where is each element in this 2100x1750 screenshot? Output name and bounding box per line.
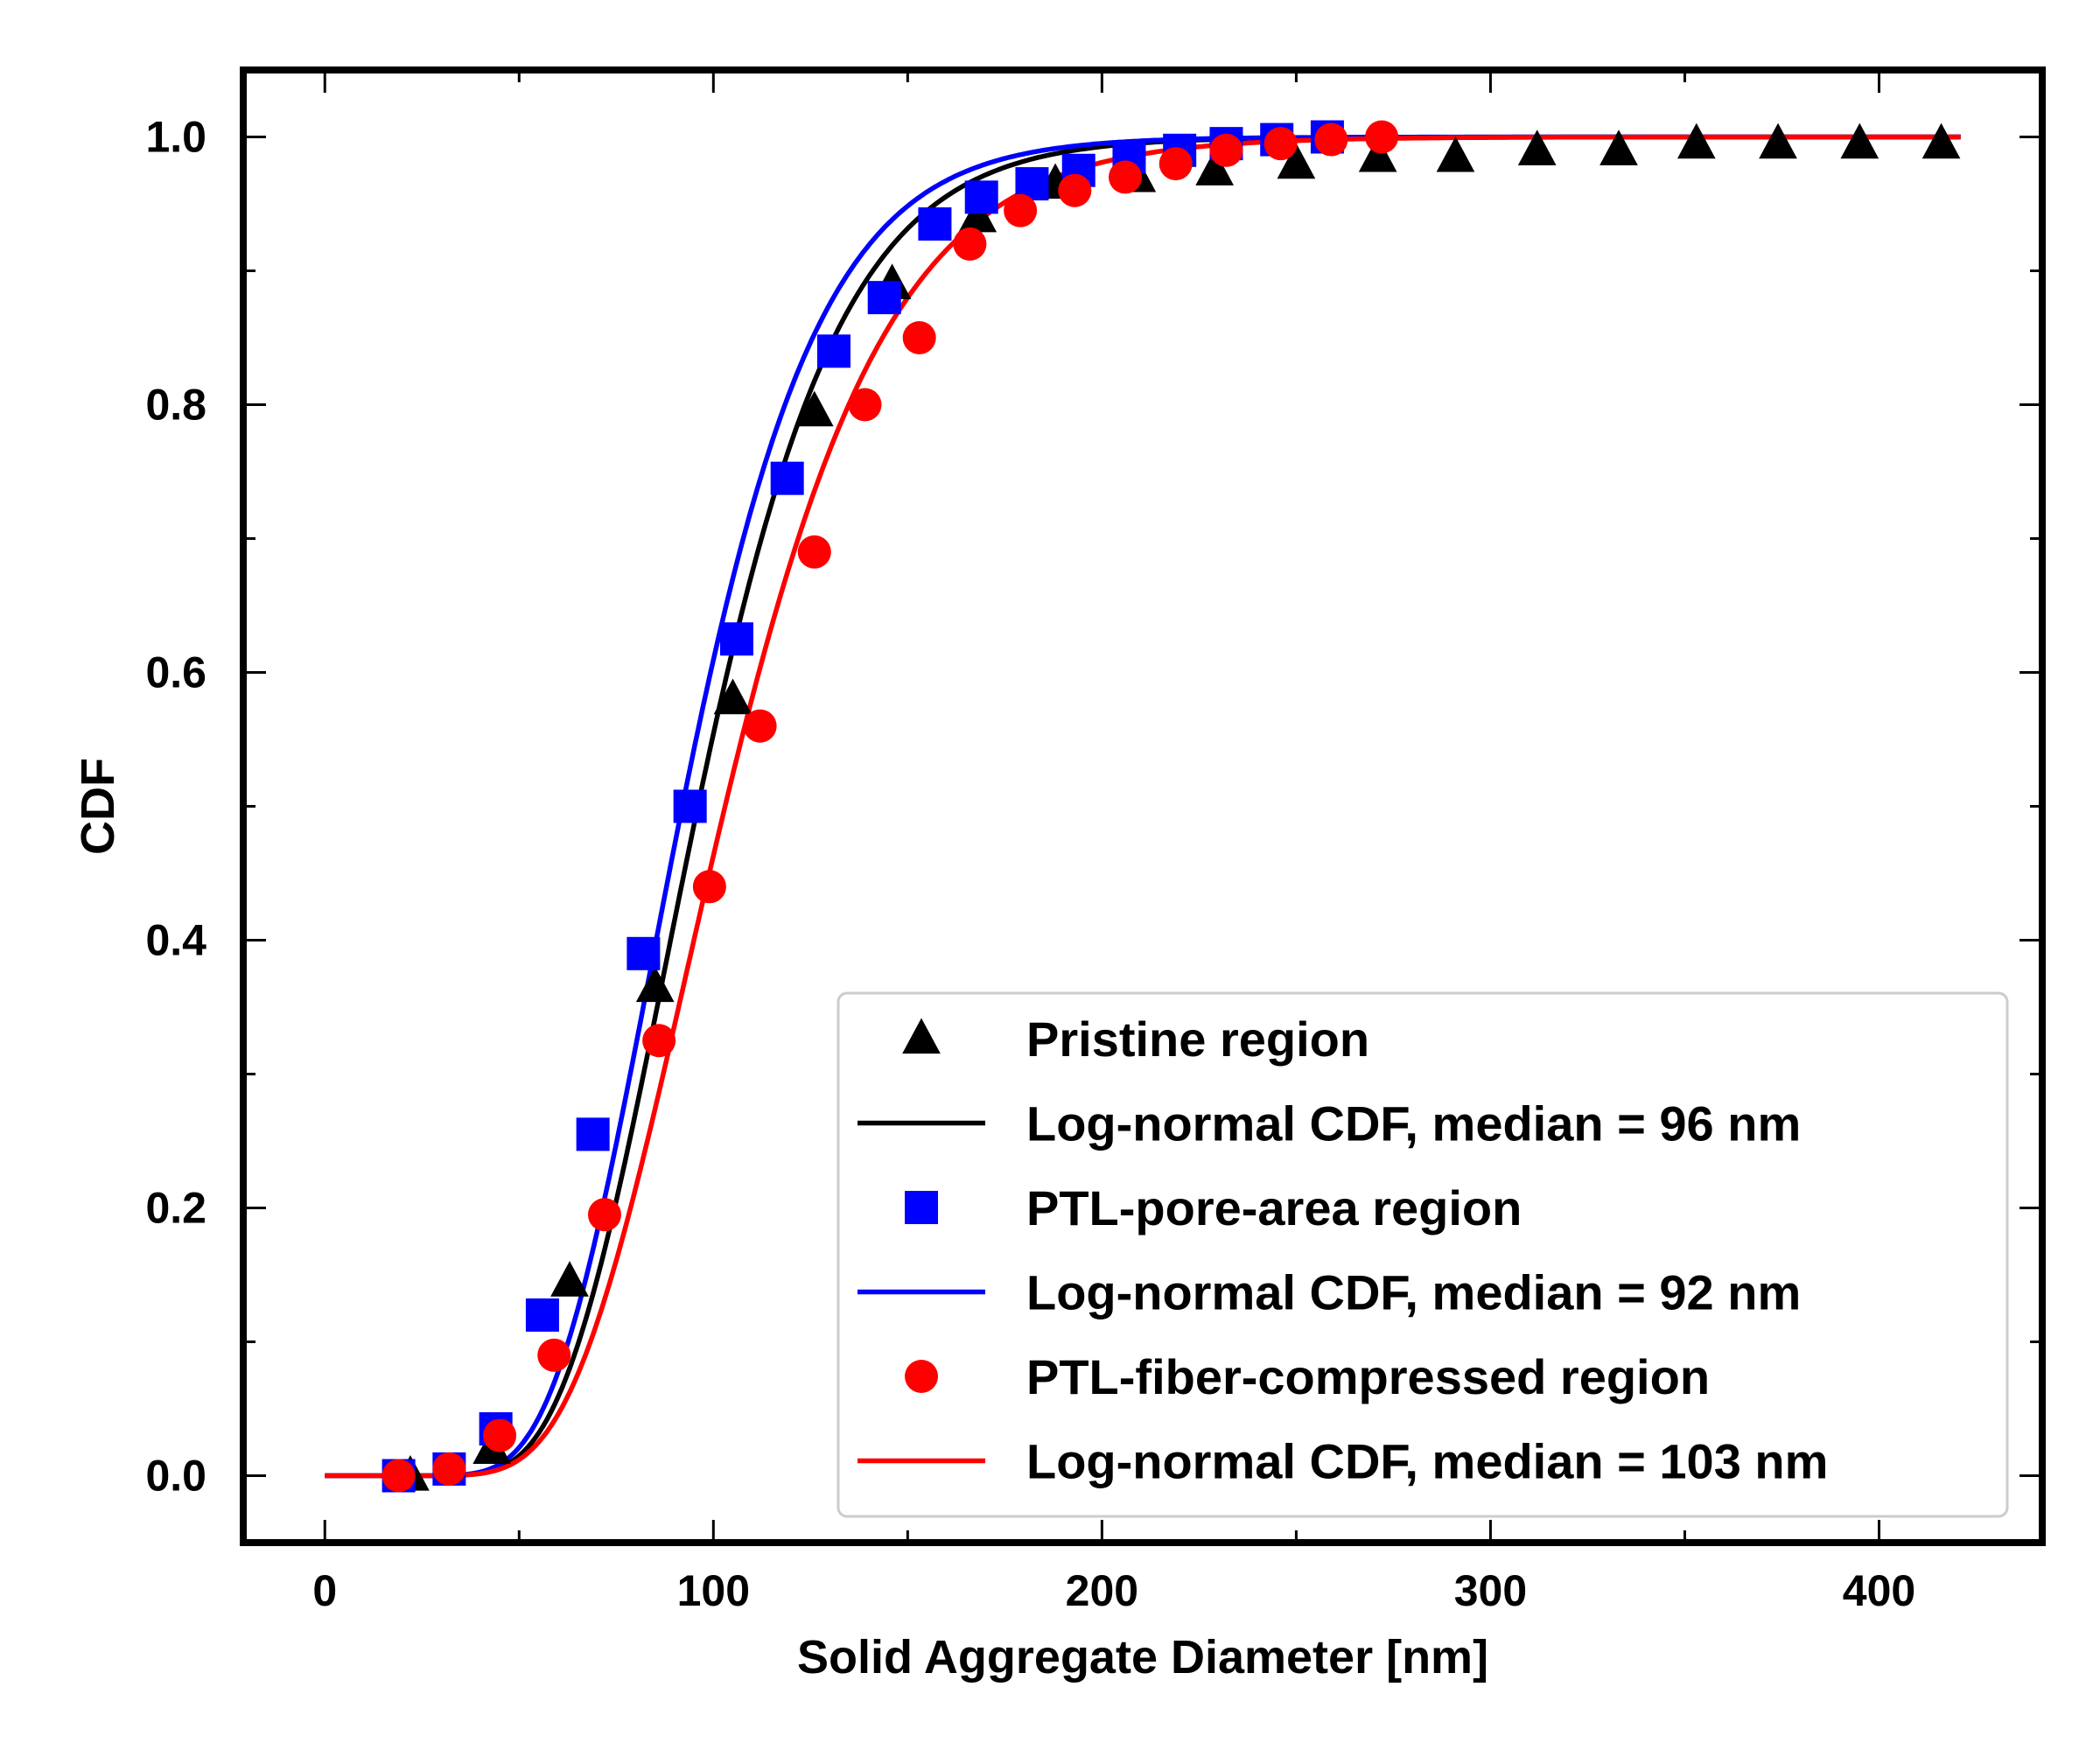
legend-box: [836, 991, 2009, 1518]
data-point: [1365, 120, 1399, 154]
data-point: [964, 180, 998, 214]
legend: Pristine region Log-normal CDF, median = …: [836, 991, 2009, 1518]
data-point: [1158, 147, 1193, 181]
data-point: [794, 390, 834, 427]
data-point: [958, 196, 998, 233]
tick-labels: 0 100 200 300 400 0.0 0.2 0.4 0.6 0.8 1.0: [145, 113, 1915, 1616]
data-point: [587, 1198, 621, 1232]
data-point: [1600, 130, 1638, 165]
data-point: [867, 281, 901, 315]
data-point: [1436, 136, 1475, 172]
y-tick-label: 0.8: [145, 381, 206, 430]
x-tick-label: 0: [312, 1566, 337, 1615]
data-point: [770, 461, 804, 495]
legend-label: Log-normal CDF, median = 103 nm: [1026, 1434, 1828, 1489]
data-point: [1676, 122, 1716, 159]
data-point: [1109, 160, 1143, 194]
y-tick-label: 0.4: [145, 916, 206, 965]
x-tick-label: 400: [1843, 1566, 1915, 1615]
y-tick-label: 0.0: [145, 1452, 206, 1501]
data-point: [635, 966, 675, 1003]
legend-marker-swatch: [902, 1018, 941, 1054]
data-point: [382, 1459, 416, 1493]
data-point: [537, 1338, 571, 1372]
data-point: [432, 1452, 466, 1486]
data-point: [1264, 127, 1298, 161]
x-tick-label: 200: [1066, 1566, 1138, 1615]
data-point: [713, 678, 752, 715]
data-point: [797, 535, 831, 569]
data-point: [848, 388, 882, 422]
y-tick-label: 1.0: [145, 113, 206, 162]
data-point: [692, 870, 726, 904]
legend-marker-swatch: [905, 1191, 938, 1224]
x-tick-label: 300: [1454, 1566, 1527, 1615]
legend-label: Pristine region: [1026, 1012, 1369, 1067]
data-point: [816, 334, 850, 368]
data-point: [918, 206, 952, 241]
legend-label: PTL-pore-area region: [1026, 1180, 1522, 1236]
data-point: [1314, 122, 1348, 157]
data-point: [902, 321, 936, 354]
data-point: [1517, 130, 1557, 165]
data-point: [642, 1024, 676, 1058]
data-point: [626, 936, 661, 970]
data-point: [576, 1117, 610, 1152]
data-point: [1195, 150, 1235, 186]
data-point: [719, 622, 753, 656]
data-point: [1759, 122, 1797, 159]
y-tick-label: 0.2: [145, 1184, 206, 1233]
y-axis-label: CDF: [72, 758, 124, 855]
legend-label: PTL-fiber-compressed region: [1026, 1349, 1710, 1404]
x-axis-label: Solid Aggregate Diameter [nm]: [797, 1631, 1488, 1684]
y-tick-label: 0.6: [145, 648, 206, 697]
data-point: [1209, 133, 1243, 167]
data-point: [483, 1418, 517, 1452]
data-point: [743, 709, 777, 743]
data-point: [1277, 143, 1316, 179]
data-point: [673, 789, 707, 823]
data-point: [953, 227, 987, 261]
series-markers-4: [382, 120, 1399, 1493]
data-point: [1922, 122, 1961, 159]
legend-label: Log-normal CDF, median = 96 nm: [1026, 1096, 1801, 1152]
data-point: [1358, 136, 1397, 172]
plot-frame: [240, 66, 2046, 1546]
data-point: [1840, 122, 1880, 159]
x-tick-label: 100: [677, 1566, 750, 1615]
data-point: [1058, 173, 1092, 207]
series-layer: [325, 120, 1961, 1493]
legend-marker-swatch: [905, 1360, 938, 1393]
data-point: [525, 1298, 559, 1332]
data-point: [550, 1261, 589, 1297]
data-point: [1004, 193, 1038, 228]
legend-label: Log-normal CDF, median = 92 nm: [1026, 1265, 1801, 1320]
